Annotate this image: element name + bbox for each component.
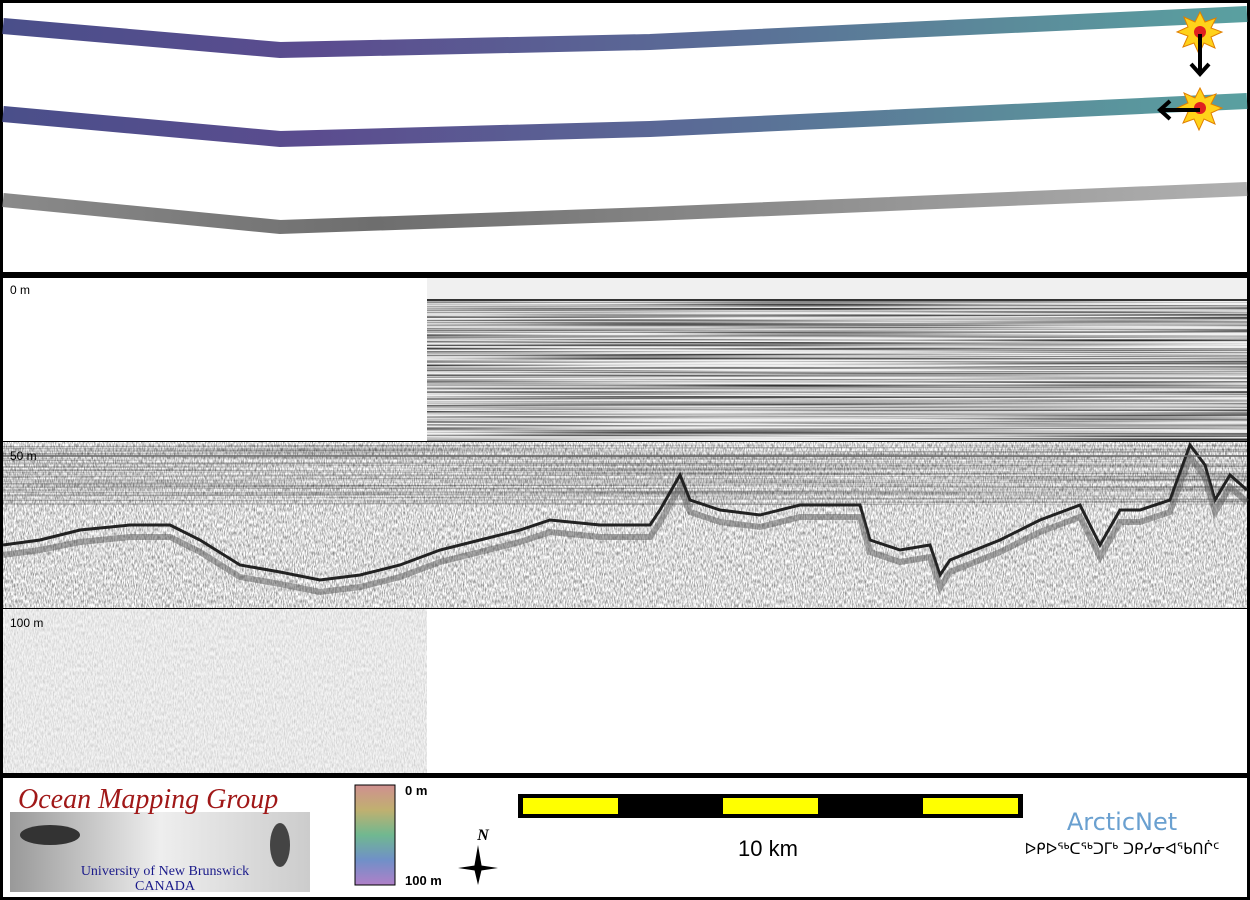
- logo-country: CANADA: [135, 879, 196, 894]
- position-marker: [1157, 86, 1224, 132]
- position-marker: [1175, 10, 1224, 77]
- logo-university: University of New Brunswick: [81, 864, 249, 879]
- colorbar-label: 0 m: [405, 783, 427, 798]
- echogram-texture: [3, 445, 1247, 505]
- depth-label: 0 m: [10, 283, 30, 297]
- partner-syllabics: ᐅᑭᐅᖅᑕᖅᑐᒥᒃ ᑐᑭᓯᓂᐊᖃᑎᒌᑦ: [1025, 840, 1220, 858]
- compass-label: N: [476, 827, 490, 844]
- compass: N: [458, 827, 498, 885]
- scale-bar: [518, 794, 1023, 818]
- depth-label: 100 m: [10, 616, 43, 630]
- partner-name: ArcticNet: [1067, 808, 1177, 836]
- echogram-texture: [3, 609, 427, 773]
- swath-color: [2, 93, 1248, 148]
- colorbar: [354, 784, 396, 886]
- seafloor: [2, 441, 1248, 582]
- swath-gray: [2, 182, 1248, 235]
- seafloor-shadow: [2, 450, 1249, 596]
- colorbar-label: 100 m: [405, 873, 442, 888]
- scale-label: 10 km: [738, 836, 798, 861]
- swath-color: [2, 6, 1248, 59]
- logo-ship: [270, 823, 290, 867]
- echogram-texture: [427, 300, 1247, 441]
- logo-ship: [20, 825, 80, 845]
- logo-image: [10, 812, 310, 892]
- logo-title: Ocean Mapping Group: [18, 784, 278, 815]
- depth-label: 50 m: [10, 449, 37, 463]
